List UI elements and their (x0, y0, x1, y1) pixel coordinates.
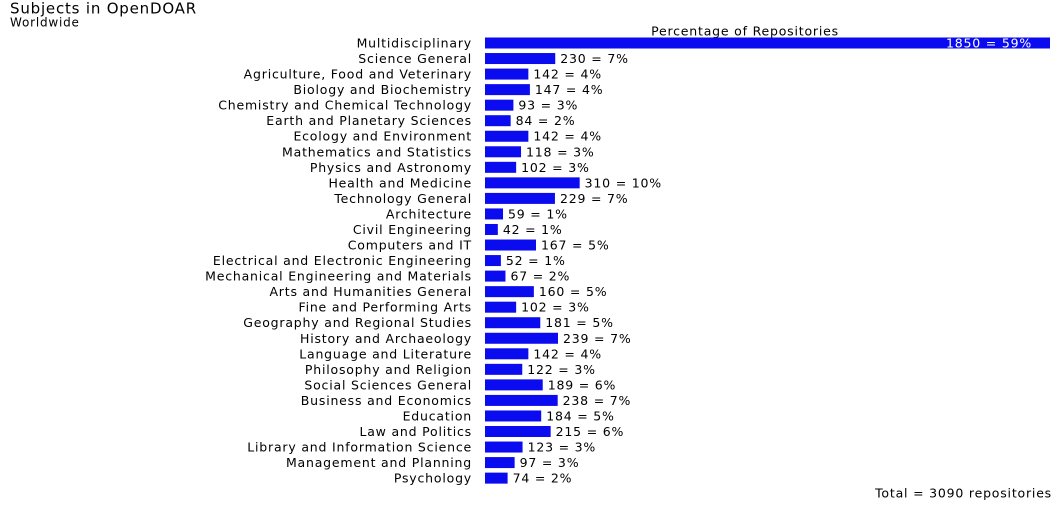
chart-title: Subjects in OpenDOAR (10, 0, 197, 18)
value-label: 67 = 2% (510, 269, 570, 284)
bar (485, 348, 529, 360)
bar (485, 426, 551, 437)
bar (485, 130, 529, 142)
bar (485, 317, 541, 329)
value-label: 122 = 3% (527, 362, 596, 377)
value-label: 310 = 10% (585, 175, 662, 190)
value-label: 59 = 1% (508, 206, 568, 221)
category-label: Psychology (394, 471, 472, 486)
category-label: Architecture (386, 206, 472, 221)
bar (485, 177, 580, 189)
value-label: 74 = 2% (513, 471, 573, 486)
value-label: 97 = 3% (520, 455, 580, 470)
bar (485, 68, 529, 80)
value-label: 84 = 2% (516, 113, 576, 128)
category-label: Biology and Biochemistry (293, 82, 472, 97)
bar (485, 410, 542, 422)
category-label: Library and Information Science (247, 440, 472, 455)
value-label: 142 = 4% (533, 346, 602, 361)
bar (485, 223, 498, 235)
bar (485, 394, 558, 406)
value-label: 42 = 1% (503, 222, 563, 237)
bar (485, 286, 534, 298)
category-label: Agriculture, Food and Veterinary (244, 67, 472, 82)
category-label: Geography and Regional Studies (243, 315, 472, 330)
category-label: Technology General (333, 191, 472, 206)
value-label: 142 = 4% (533, 67, 602, 82)
value-label: 230 = 7% (560, 51, 629, 66)
value-label: 118 = 3% (526, 144, 595, 159)
category-label: Science General (358, 51, 472, 66)
value-label: 189 = 6% (548, 377, 617, 392)
category-label: Philosophy and Religion (305, 362, 472, 377)
value-label: 229 = 7% (560, 191, 629, 206)
category-label: Civil Engineering (353, 222, 472, 237)
value-label: 181 = 5% (545, 315, 614, 330)
bar (485, 301, 517, 313)
bar (485, 239, 537, 251)
bar (485, 457, 515, 469)
bar (485, 255, 501, 267)
category-label: Education (403, 408, 472, 423)
category-label: Mathematics and Statistics (282, 144, 472, 159)
bar (485, 379, 543, 391)
category-label: Language and Literature (299, 346, 472, 361)
value-label: 160 = 5% (539, 284, 608, 299)
category-label: Electrical and Electronic Engineering (213, 253, 472, 268)
value-label: 238 = 7% (563, 393, 632, 408)
bar (485, 115, 511, 127)
category-label: Computers and IT (348, 238, 472, 253)
bar (485, 161, 517, 173)
bar (485, 441, 523, 453)
value-label: 52 = 1% (506, 253, 566, 268)
category-label: Chemistry and Chemical Technology (218, 98, 472, 113)
category-label: Mechanical Engineering and Materials (205, 269, 472, 284)
category-label: History and Archaeology (300, 331, 472, 346)
category-label: Physics and Astronomy (310, 160, 472, 175)
category-label: Management and Planning (286, 455, 472, 470)
axis-label: Percentage of Repositories (651, 24, 839, 39)
bar (485, 37, 1050, 49)
value-label: 167 = 5% (541, 238, 610, 253)
category-label: Earth and Planetary Sciences (266, 113, 472, 128)
bar (485, 472, 508, 484)
value-label: 215 = 6% (556, 424, 625, 439)
value-label: 123 = 3% (528, 440, 597, 455)
value-label: 102 = 3% (521, 300, 590, 315)
value-label: 102 = 3% (521, 160, 590, 175)
category-label: Multidisciplinary (357, 36, 472, 51)
value-label: 142 = 4% (533, 129, 602, 144)
bar (485, 99, 514, 111)
bar (485, 332, 558, 344)
value-label: 184 = 5% (546, 408, 615, 423)
category-label: Business and Economics (301, 393, 472, 408)
bar (485, 192, 555, 204)
category-label: Social Sciences General (304, 377, 472, 392)
category-label: Law and Politics (359, 424, 472, 439)
bar (485, 363, 523, 375)
category-label: Fine and Performing Arts (298, 300, 472, 315)
value-label: 147 = 4% (535, 82, 604, 97)
value-label: 93 = 3% (518, 98, 578, 113)
bar (485, 270, 506, 282)
category-label: Ecology and Environment (293, 129, 472, 144)
bar (485, 146, 522, 158)
total-note: Total = 3090 repositories (874, 486, 1052, 501)
chart-subtitle: Worldwide (10, 16, 80, 30)
bar (485, 53, 556, 65)
value-label: 1850 = 59% (946, 36, 1032, 51)
category-label: Arts and Humanities General (269, 284, 472, 299)
value-label: 239 = 7% (563, 331, 632, 346)
category-label: Health and Medicine (328, 175, 472, 190)
bar (485, 208, 504, 220)
bar (485, 84, 530, 96)
